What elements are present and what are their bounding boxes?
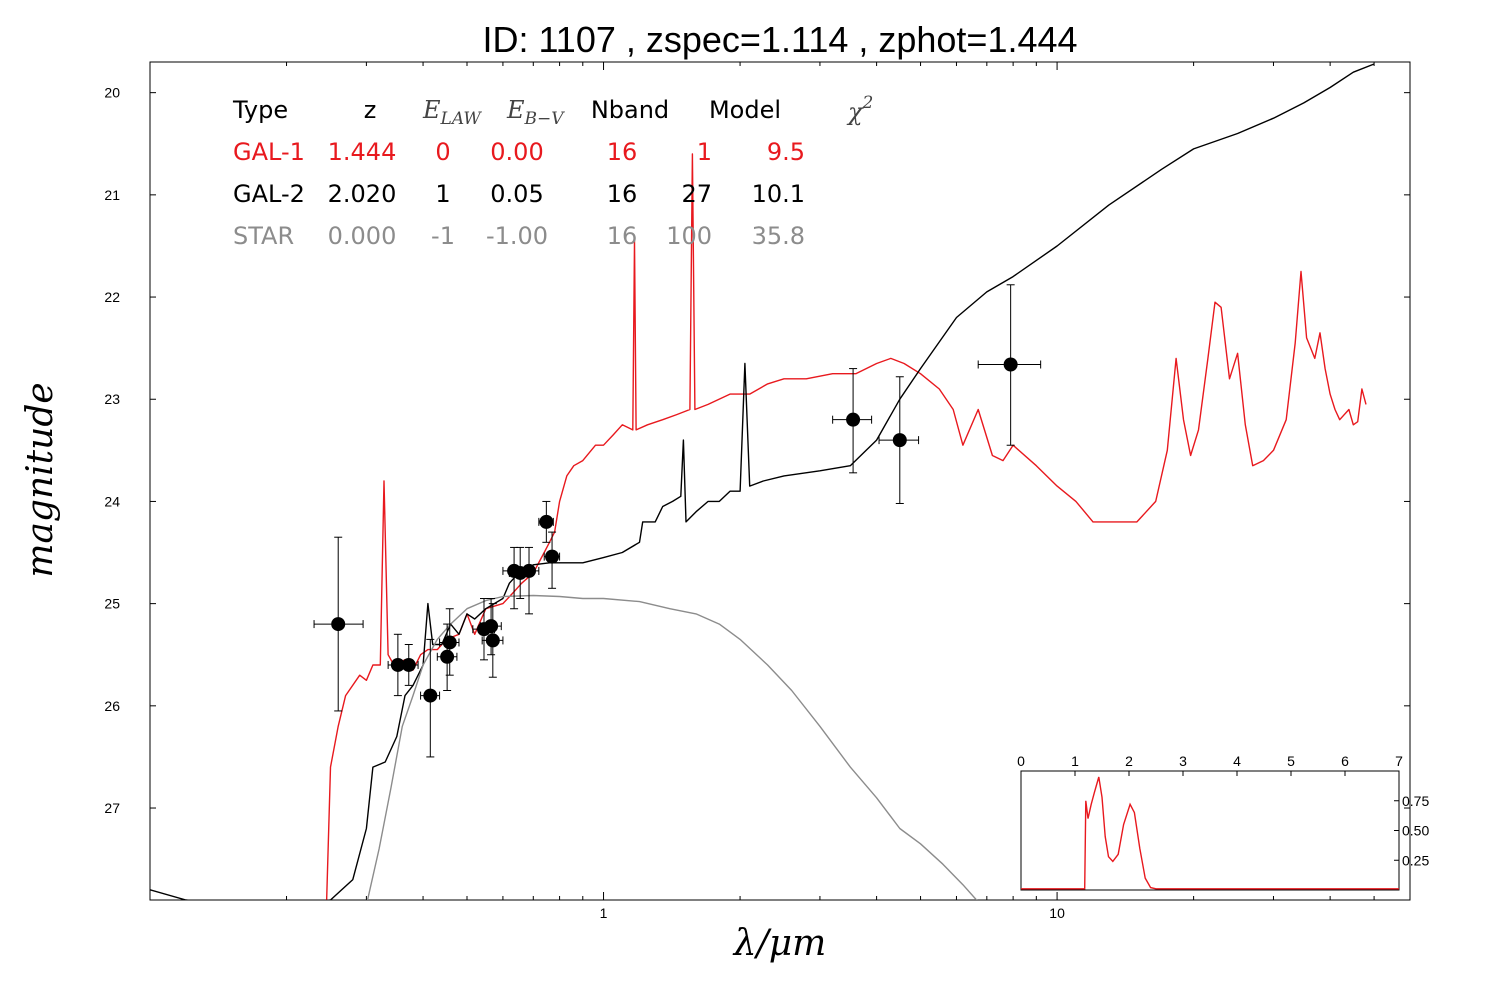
data-point-marker (539, 514, 554, 529)
series-gal-2-line (150, 63, 1375, 900)
table-cell: 100 (666, 222, 712, 250)
data-point (977, 284, 1042, 446)
data-point-marker (331, 617, 346, 632)
data-point-marker (522, 563, 537, 578)
y-tick-label: 21 (104, 187, 120, 203)
inset-y-tick-label: 0.50 (1402, 823, 1429, 839)
data-point (436, 623, 458, 691)
data-point-marker (423, 688, 438, 703)
photometry-points (313, 284, 1042, 758)
data-point-marker (846, 412, 861, 427)
data-point (878, 376, 920, 504)
data-point-marker (545, 549, 560, 564)
y-tick-label: 26 (104, 698, 120, 714)
data-point (538, 500, 554, 543)
data-point-marker (484, 619, 499, 634)
table-header-nband: Nband (591, 96, 669, 124)
data-point (481, 603, 504, 678)
inset-x-tick-label: 7 (1395, 753, 1403, 769)
table-header-ebv: EB−V (506, 96, 565, 129)
y-tick-label: 27 (104, 800, 120, 816)
table-rows: GAL-1 1.444 0 0.00 16 1 9.5 GAL-2 2.020 1 0.05 16 27… (233, 138, 805, 250)
data-point (518, 546, 540, 615)
table-cell: -1 (431, 222, 455, 250)
table-cell: 16 (607, 222, 638, 250)
table-cell: -1.00 (486, 222, 548, 250)
table-cell: 0.00 (490, 138, 543, 166)
data-point-marker (485, 633, 500, 648)
data-point-marker (440, 649, 455, 664)
inset-y-tick-label: 0.25 (1402, 852, 1429, 868)
inset-x-tick-label: 3 (1179, 753, 1187, 769)
table-cell: 1 (435, 180, 450, 208)
data-point (399, 644, 419, 686)
data-point (439, 608, 460, 676)
plot-frame (149, 61, 1411, 901)
table-header-model: Model (709, 96, 781, 124)
x-tick-label: 1 (600, 905, 608, 921)
inset-pdz-line (1021, 776, 1399, 890)
inset-x-tick-label: 5 (1287, 753, 1295, 769)
data-point (313, 536, 364, 712)
data-point-marker (1003, 357, 1018, 372)
series-star-line (366, 594, 978, 900)
inset-x-tick-label: 0 (1017, 753, 1025, 769)
table-cell: 27 (681, 180, 712, 208)
x-tick-label: 10 (1049, 905, 1065, 921)
inset-y-tick-label: 0.75 (1402, 793, 1429, 809)
table-header-chi2: χ2 (846, 93, 873, 126)
data-point (543, 531, 561, 589)
y-tick-label: 22 (104, 289, 120, 305)
inset-x-tick-label: 2 (1125, 753, 1133, 769)
table-cell: STAR (233, 222, 294, 250)
fit-results-table: Type z ELAW EB−V Nband Model χ2 GAL-1 1.4… (232, 93, 873, 250)
data-point-marker (892, 433, 907, 448)
table-header-z: z (364, 96, 377, 124)
table-header-elaw: ELAW (422, 96, 482, 129)
table-cell: 10.1 (752, 180, 805, 208)
x-axis: 1 10 (149, 62, 1411, 921)
table-header-type: Type (232, 96, 288, 124)
table-cell: 1 (697, 138, 712, 166)
table-cell: 16 (607, 180, 638, 208)
y-tick-label: 24 (104, 493, 120, 509)
y-axis-label: magnitude (20, 382, 61, 577)
data-point (832, 368, 873, 474)
table-cell: 0.05 (490, 180, 543, 208)
inset-x-tick-label: 6 (1341, 753, 1349, 769)
y-tick-label: 23 (104, 391, 120, 407)
chart-title: ID: 1107 , zspec=1.114 , zphot=1.444 (482, 19, 1077, 60)
data-point-marker (390, 657, 405, 672)
data-point-marker (442, 635, 457, 650)
y-tick-label: 20 (104, 85, 120, 101)
inset-x-tick-label: 1 (1071, 753, 1079, 769)
table-cell: 1.444 (328, 138, 397, 166)
x-axis-label: λ/μm (732, 923, 826, 964)
y-tick-label: 25 (104, 596, 120, 612)
data-point (420, 638, 441, 758)
table-cell: 0 (435, 138, 450, 166)
table-cell: 35.8 (752, 222, 805, 250)
table-cell: GAL-1 (233, 138, 305, 166)
inset-frame (1020, 770, 1400, 891)
table-cell: 9.5 (767, 138, 805, 166)
table-cell: 16 (607, 138, 638, 166)
table-cell: 2.020 (328, 180, 397, 208)
data-point-marker (401, 657, 416, 672)
inset-x-tick-label: 4 (1233, 753, 1241, 769)
inset-chart: 0 1 2 3 4 5 6 7 0.25 0.50 0.75 (1017, 753, 1429, 891)
table-cell: GAL-2 (233, 180, 305, 208)
table-cell: 0.000 (328, 222, 397, 250)
